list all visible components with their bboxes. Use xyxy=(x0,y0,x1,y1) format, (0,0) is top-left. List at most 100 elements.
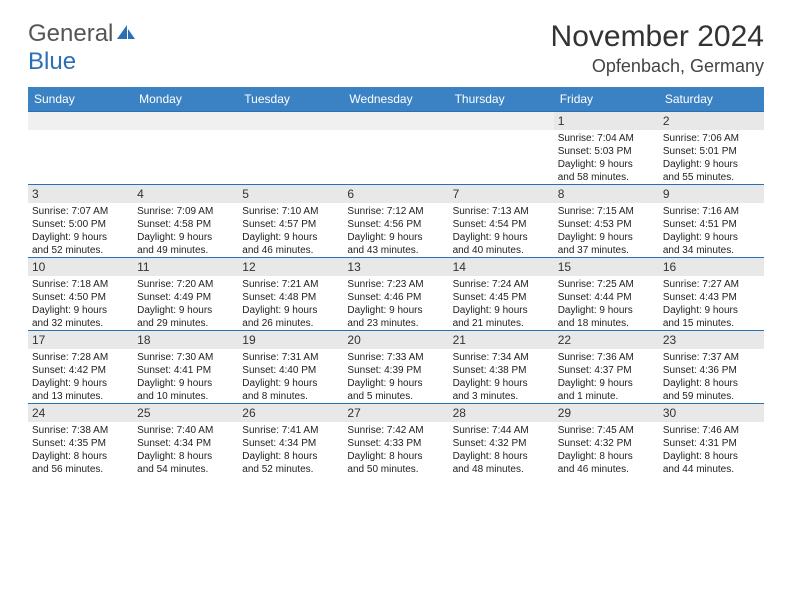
week-row: 17Sunrise: 7:28 AMSunset: 4:42 PMDayligh… xyxy=(28,331,764,404)
day-cell: 26Sunrise: 7:41 AMSunset: 4:34 PMDayligh… xyxy=(238,404,343,477)
sunset: Sunset: 5:03 PM xyxy=(558,145,655,158)
week-row: 1Sunrise: 7:04 AMSunset: 5:03 PMDaylight… xyxy=(28,112,764,185)
sunrise: Sunrise: 7:04 AM xyxy=(558,132,655,145)
day-details: Sunrise: 7:07 AMSunset: 5:00 PMDaylight:… xyxy=(28,203,133,257)
sunrise: Sunrise: 7:45 AM xyxy=(558,424,655,437)
day-cell: 23Sunrise: 7:37 AMSunset: 4:36 PMDayligh… xyxy=(659,331,764,404)
title-block: November 2024 Opfenbach, Germany xyxy=(551,20,764,77)
day-cell xyxy=(449,112,554,185)
day-number: 2 xyxy=(659,112,764,130)
daylight-2: and 40 minutes. xyxy=(453,244,550,257)
day-cell: 21Sunrise: 7:34 AMSunset: 4:38 PMDayligh… xyxy=(449,331,554,404)
daylight-1: Daylight: 9 hours xyxy=(242,377,339,390)
daylight-2: and 29 minutes. xyxy=(137,317,234,330)
sunset: Sunset: 4:46 PM xyxy=(347,291,444,304)
day-cell xyxy=(343,112,448,185)
day-number: 3 xyxy=(28,185,133,203)
daylight-1: Daylight: 9 hours xyxy=(663,231,760,244)
sunrise: Sunrise: 7:44 AM xyxy=(453,424,550,437)
day-number: 11 xyxy=(133,258,238,276)
day-number: 21 xyxy=(449,331,554,349)
day-cell: 22Sunrise: 7:36 AMSunset: 4:37 PMDayligh… xyxy=(554,331,659,404)
location: Opfenbach, Germany xyxy=(551,56,764,77)
sunset: Sunset: 5:00 PM xyxy=(32,218,129,231)
sunset: Sunset: 4:53 PM xyxy=(558,218,655,231)
daylight-1: Daylight: 9 hours xyxy=(663,304,760,317)
day-cell: 30Sunrise: 7:46 AMSunset: 4:31 PMDayligh… xyxy=(659,404,764,477)
sunset: Sunset: 4:32 PM xyxy=(558,437,655,450)
daylight-2: and 5 minutes. xyxy=(347,390,444,403)
day-details: Sunrise: 7:13 AMSunset: 4:54 PMDaylight:… xyxy=(449,203,554,257)
daylight-2: and 49 minutes. xyxy=(137,244,234,257)
day-cell: 19Sunrise: 7:31 AMSunset: 4:40 PMDayligh… xyxy=(238,331,343,404)
sunrise: Sunrise: 7:23 AM xyxy=(347,278,444,291)
sunset: Sunset: 4:31 PM xyxy=(663,437,760,450)
daylight-2: and 34 minutes. xyxy=(663,244,760,257)
daylight-2: and 18 minutes. xyxy=(558,317,655,330)
day-number: 27 xyxy=(343,404,448,422)
sunset: Sunset: 4:58 PM xyxy=(137,218,234,231)
header: GeneralBlue November 2024 Opfenbach, Ger… xyxy=(28,20,764,77)
daylight-1: Daylight: 8 hours xyxy=(663,450,760,463)
page-title: November 2024 xyxy=(551,20,764,54)
day-details: Sunrise: 7:04 AMSunset: 5:03 PMDaylight:… xyxy=(554,130,659,184)
day-details: Sunrise: 7:12 AMSunset: 4:56 PMDaylight:… xyxy=(343,203,448,257)
sunrise: Sunrise: 7:42 AM xyxy=(347,424,444,437)
day-number: 22 xyxy=(554,331,659,349)
day-number: 17 xyxy=(28,331,133,349)
daylight-2: and 32 minutes. xyxy=(32,317,129,330)
day-cell xyxy=(133,112,238,185)
sunrise: Sunrise: 7:21 AM xyxy=(242,278,339,291)
col-friday: Friday xyxy=(554,87,659,112)
daylight-1: Daylight: 9 hours xyxy=(32,231,129,244)
day-number: 10 xyxy=(28,258,133,276)
daylight-2: and 46 minutes. xyxy=(242,244,339,257)
daylight-2: and 8 minutes. xyxy=(242,390,339,403)
daylight-1: Daylight: 9 hours xyxy=(32,377,129,390)
day-cell: 28Sunrise: 7:44 AMSunset: 4:32 PMDayligh… xyxy=(449,404,554,477)
daylight-2: and 58 minutes. xyxy=(558,171,655,184)
daylight-1: Daylight: 8 hours xyxy=(453,450,550,463)
daylight-2: and 1 minute. xyxy=(558,390,655,403)
sunrise: Sunrise: 7:34 AM xyxy=(453,351,550,364)
day-number: 16 xyxy=(659,258,764,276)
week-row: 3Sunrise: 7:07 AMSunset: 5:00 PMDaylight… xyxy=(28,185,764,258)
sunset: Sunset: 4:39 PM xyxy=(347,364,444,377)
daylight-1: Daylight: 9 hours xyxy=(558,158,655,171)
daylight-2: and 55 minutes. xyxy=(663,171,760,184)
day-cell: 8Sunrise: 7:15 AMSunset: 4:53 PMDaylight… xyxy=(554,185,659,258)
day-details: Sunrise: 7:28 AMSunset: 4:42 PMDaylight:… xyxy=(28,349,133,403)
sunset: Sunset: 4:41 PM xyxy=(137,364,234,377)
empty-day xyxy=(449,112,554,130)
sunset: Sunset: 4:34 PM xyxy=(242,437,339,450)
sunrise: Sunrise: 7:27 AM xyxy=(663,278,760,291)
day-details: Sunrise: 7:41 AMSunset: 4:34 PMDaylight:… xyxy=(238,422,343,476)
day-number: 18 xyxy=(133,331,238,349)
day-number: 7 xyxy=(449,185,554,203)
day-number: 14 xyxy=(449,258,554,276)
day-number: 19 xyxy=(238,331,343,349)
sunset: Sunset: 4:54 PM xyxy=(453,218,550,231)
daylight-1: Daylight: 9 hours xyxy=(347,231,444,244)
daylight-2: and 44 minutes. xyxy=(663,463,760,476)
daylight-2: and 23 minutes. xyxy=(347,317,444,330)
daylight-1: Daylight: 8 hours xyxy=(558,450,655,463)
daylight-1: Daylight: 9 hours xyxy=(137,231,234,244)
daylight-1: Daylight: 9 hours xyxy=(242,231,339,244)
day-details: Sunrise: 7:25 AMSunset: 4:44 PMDaylight:… xyxy=(554,276,659,330)
day-cell: 2Sunrise: 7:06 AMSunset: 5:01 PMDaylight… xyxy=(659,112,764,185)
day-cell: 16Sunrise: 7:27 AMSunset: 4:43 PMDayligh… xyxy=(659,258,764,331)
sunrise: Sunrise: 7:16 AM xyxy=(663,205,760,218)
sunset: Sunset: 4:36 PM xyxy=(663,364,760,377)
daylight-1: Daylight: 9 hours xyxy=(242,304,339,317)
day-number: 8 xyxy=(554,185,659,203)
day-cell xyxy=(238,112,343,185)
sunset: Sunset: 4:38 PM xyxy=(453,364,550,377)
day-details: Sunrise: 7:18 AMSunset: 4:50 PMDaylight:… xyxy=(28,276,133,330)
sunset: Sunset: 4:44 PM xyxy=(558,291,655,304)
day-details: Sunrise: 7:38 AMSunset: 4:35 PMDaylight:… xyxy=(28,422,133,476)
col-sunday: Sunday xyxy=(28,87,133,112)
sunrise: Sunrise: 7:18 AM xyxy=(32,278,129,291)
day-cell: 9Sunrise: 7:16 AMSunset: 4:51 PMDaylight… xyxy=(659,185,764,258)
daylight-1: Daylight: 8 hours xyxy=(663,377,760,390)
